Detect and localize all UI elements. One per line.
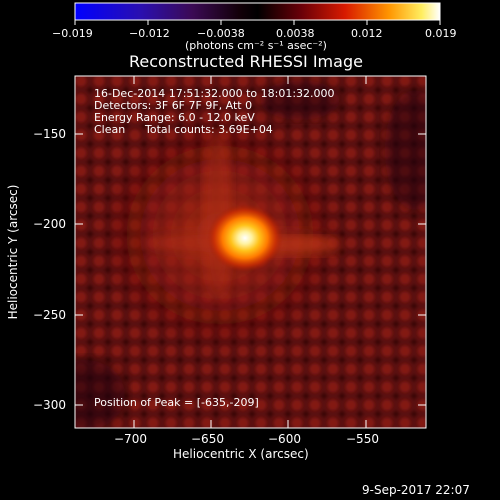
total-counts: Total counts: 3.69E+04 xyxy=(145,123,273,136)
colorbar-tick-label: −0.019 xyxy=(52,27,93,40)
xray-image xyxy=(75,76,426,428)
peak-source xyxy=(207,204,283,272)
colorbar-tick-label: 0.0038 xyxy=(276,27,315,40)
time-range: 16-Dec-2014 17:51:32.000 to 18:01:32.000 xyxy=(94,87,335,100)
colorbar-tick-label: 0.012 xyxy=(351,27,383,40)
y-tick-label: −250 xyxy=(33,308,66,322)
colorbar-tick-label: −0.012 xyxy=(129,27,170,40)
x-tick-label: −600 xyxy=(268,432,301,446)
y-tick-label: −150 xyxy=(33,127,66,141)
algorithm-label: Clean xyxy=(94,123,126,136)
y-axis-label: Heliocentric Y (arcsec) xyxy=(6,184,20,320)
y-axis-ticks xyxy=(75,133,426,406)
x-tick-label: −550 xyxy=(346,432,379,446)
x-tick-label: −650 xyxy=(191,432,224,446)
plot-title: Reconstructed RHESSI Image xyxy=(129,52,363,71)
render-timestamp: 9-Sep-2017 22:07 xyxy=(362,483,470,497)
x-axis-label: Heliocentric X (arcsec) xyxy=(173,447,309,461)
plot-frame xyxy=(74,75,427,429)
colorbar-tick-label: 0.019 xyxy=(425,27,457,40)
colorbar-units: (photons cm⁻² s⁻¹ asec⁻²) xyxy=(185,39,327,52)
colorbar xyxy=(75,3,440,20)
colorbar-tick-label: −0.0038 xyxy=(197,27,245,40)
x-tick-label: −700 xyxy=(114,432,147,446)
energy-range: Energy Range: 6.0 - 12.0 keV xyxy=(94,111,255,124)
peak-position: Position of Peak = [-635,-209] xyxy=(94,396,259,409)
y-tick-label: −200 xyxy=(33,217,66,231)
detectors-info: Detectors: 3F 6F 7F 9F, Att 0 xyxy=(94,99,253,112)
y-tick-label: −300 xyxy=(33,398,66,412)
x-axis-ticks xyxy=(133,76,367,428)
